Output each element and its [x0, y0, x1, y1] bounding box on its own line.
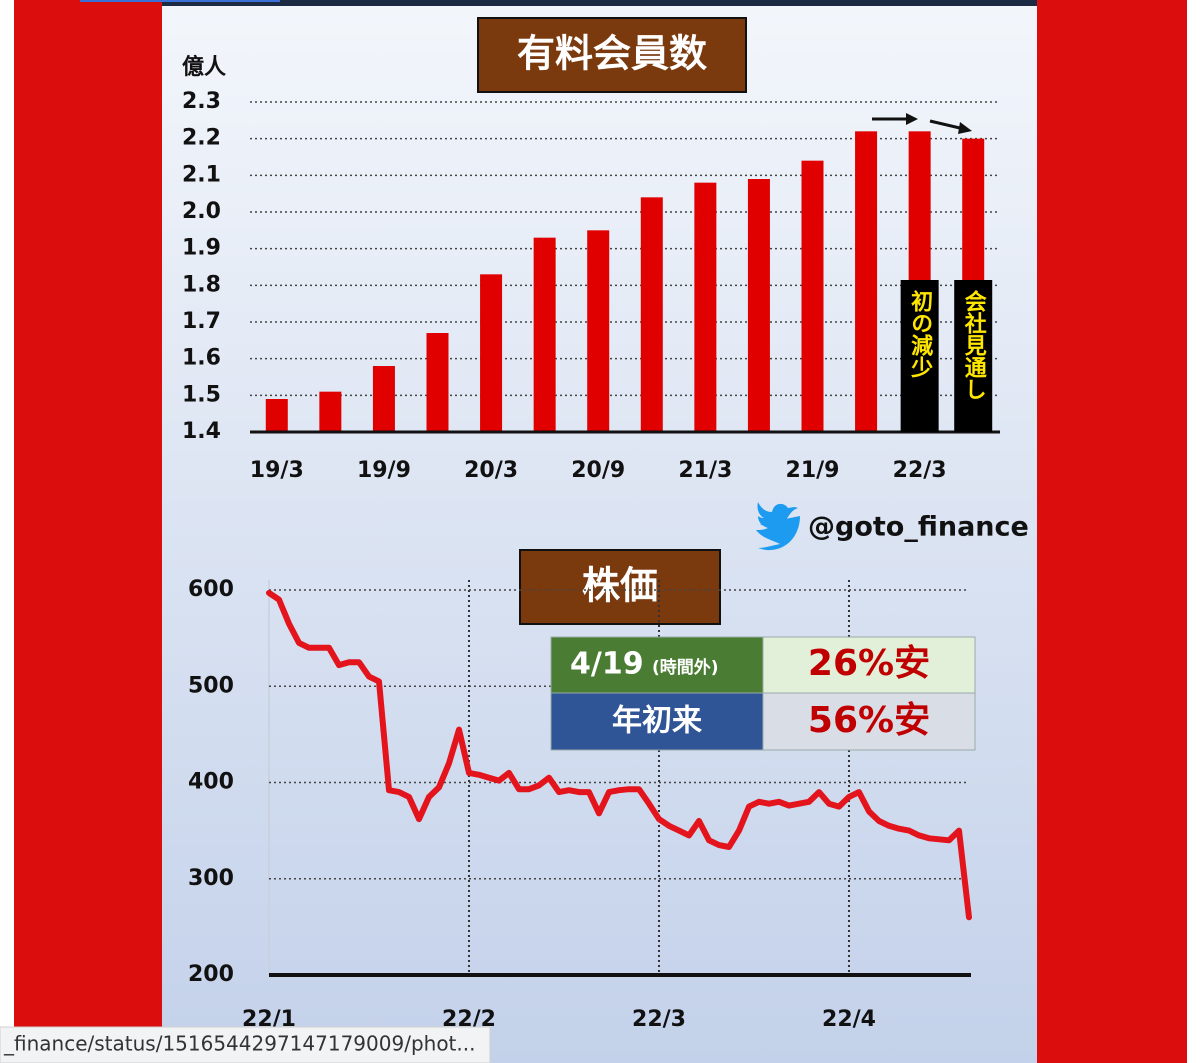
- y-tick-label: 1.6: [182, 346, 221, 371]
- table-value: 26%安: [808, 643, 930, 684]
- y-tick-label: 1.9: [182, 236, 221, 261]
- left-border: [14, 0, 162, 1063]
- bar: [747, 179, 770, 432]
- table-cell: [762, 692, 976, 751]
- table-cell: [762, 636, 976, 694]
- x-tick-label: 20/3: [464, 458, 518, 483]
- y-tick-label: 300: [188, 866, 234, 891]
- y-tick-label: 2.0: [182, 199, 221, 224]
- bar: [640, 197, 663, 432]
- y-tick-label: 500: [188, 673, 234, 698]
- y-tick-label: 1.4: [182, 419, 221, 444]
- top-strip: [162, 0, 1037, 6]
- x-tick-label: 19/3: [250, 458, 304, 483]
- handle: @goto_finance: [808, 512, 1029, 543]
- y-axis-label: 億人: [182, 54, 226, 80]
- table-cell: [550, 636, 764, 694]
- title-box: [477, 17, 747, 93]
- bar: [265, 399, 288, 432]
- y-tick-label: 200: [188, 962, 234, 987]
- annotation: 会社見通し: [961, 289, 987, 400]
- bar: [480, 274, 503, 432]
- annotation: 初の減少: [907, 289, 934, 378]
- table-value: 56%安: [808, 700, 930, 741]
- price-line: [266, 589, 972, 921]
- y-tick-label: 600: [188, 577, 234, 602]
- bar: [426, 333, 449, 432]
- bar: [587, 230, 610, 432]
- chart-title: 有料会員数: [517, 32, 707, 76]
- bar-chart: 1.4 1.5 1.6 1.7 1.8 1.9 2.0 2.1 2.2 2.3 19/3 19/9 20…: [182, 89, 1000, 483]
- bar: [319, 391, 342, 432]
- y-tick-label: 2.2: [182, 126, 221, 151]
- y-tick-label: 1.8: [182, 272, 221, 297]
- table-cell: [550, 692, 764, 751]
- annotation-box: [954, 280, 993, 432]
- bar: [533, 237, 556, 432]
- x-tick-label: 22/3: [893, 458, 947, 483]
- y-tick-label: 400: [188, 770, 234, 795]
- x-tick-label: 22/3: [632, 1007, 686, 1032]
- table-label: 年初来: [612, 704, 702, 739]
- bar: [855, 131, 878, 433]
- title-box: [519, 549, 721, 625]
- summary-table: 4/19 (時間外) 26%安 年初来 56%安: [550, 636, 976, 751]
- table-note: (時間外): [652, 657, 719, 678]
- y-tick-label: 1.7: [182, 309, 221, 334]
- panel: [162, 0, 1037, 1063]
- bar: [801, 160, 824, 432]
- x-tick-label: 19/9: [357, 458, 411, 483]
- annotation-box: [900, 280, 939, 432]
- x-tick-label: 21/3: [678, 458, 732, 483]
- table-label: 4/19: [570, 647, 644, 682]
- x-tick-label: 20/9: [571, 458, 625, 483]
- x-tick-label: 22/4: [822, 1007, 876, 1032]
- bar: [372, 366, 395, 432]
- arrows: [872, 113, 972, 134]
- y-tick-label: 2.3: [182, 89, 221, 114]
- bar: [694, 182, 717, 432]
- status-bar-group: _finance/status/1516544297147179009/phot…: [0, 1026, 491, 1063]
- right-border: [1037, 0, 1187, 1063]
- y-tick-label: 1.5: [182, 382, 221, 407]
- chart-title: 株価: [582, 564, 658, 608]
- bird-icon: [756, 502, 800, 551]
- status-bar: [0, 1026, 491, 1063]
- y-tick-label: 2.1: [182, 162, 221, 187]
- status-url: _finance/status/1516544297147179009/phot…: [3, 1032, 475, 1056]
- x-tick-label: 21/9: [786, 458, 840, 483]
